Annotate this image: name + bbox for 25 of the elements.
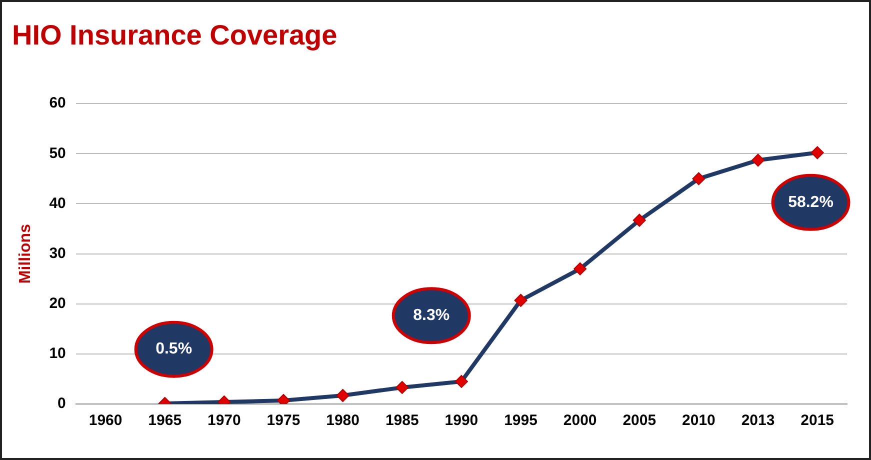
annotation: 0.5% [156,340,192,358]
x-tick-label: 1985 [385,412,419,430]
x-tick-label: 2013 [741,412,775,430]
x-tick-label: 1975 [266,412,300,430]
chart-title: HIO Insurance Coverage [12,20,338,51]
x-tick-label: 2005 [622,412,656,430]
x-tick-label: 2015 [800,412,834,430]
y-tick-label: 40 [49,194,66,212]
x-tick-label: 2000 [563,412,597,430]
y-axis-title: Millions [17,224,34,284]
y-tick-label: 50 [49,144,66,162]
y-tick-label: 60 [49,94,66,112]
x-tick-label: 1965 [148,412,182,430]
x-tick-label: 1970 [207,412,241,430]
x-tick-label: 1990 [444,412,478,430]
x-tick-label: 1960 [88,412,122,430]
x-tick-label: 2010 [682,412,716,430]
x-tick-label: 1995 [504,412,538,430]
x-tick-label: 1980 [326,412,360,430]
y-tick-label: 30 [49,244,66,262]
y-tick-label: 0 [58,395,66,412]
y-tick-label: 20 [49,295,66,312]
y-tick-label: 10 [49,345,66,362]
annotation: 58.2% [788,194,834,211]
annotation: 8.3% [413,307,450,324]
